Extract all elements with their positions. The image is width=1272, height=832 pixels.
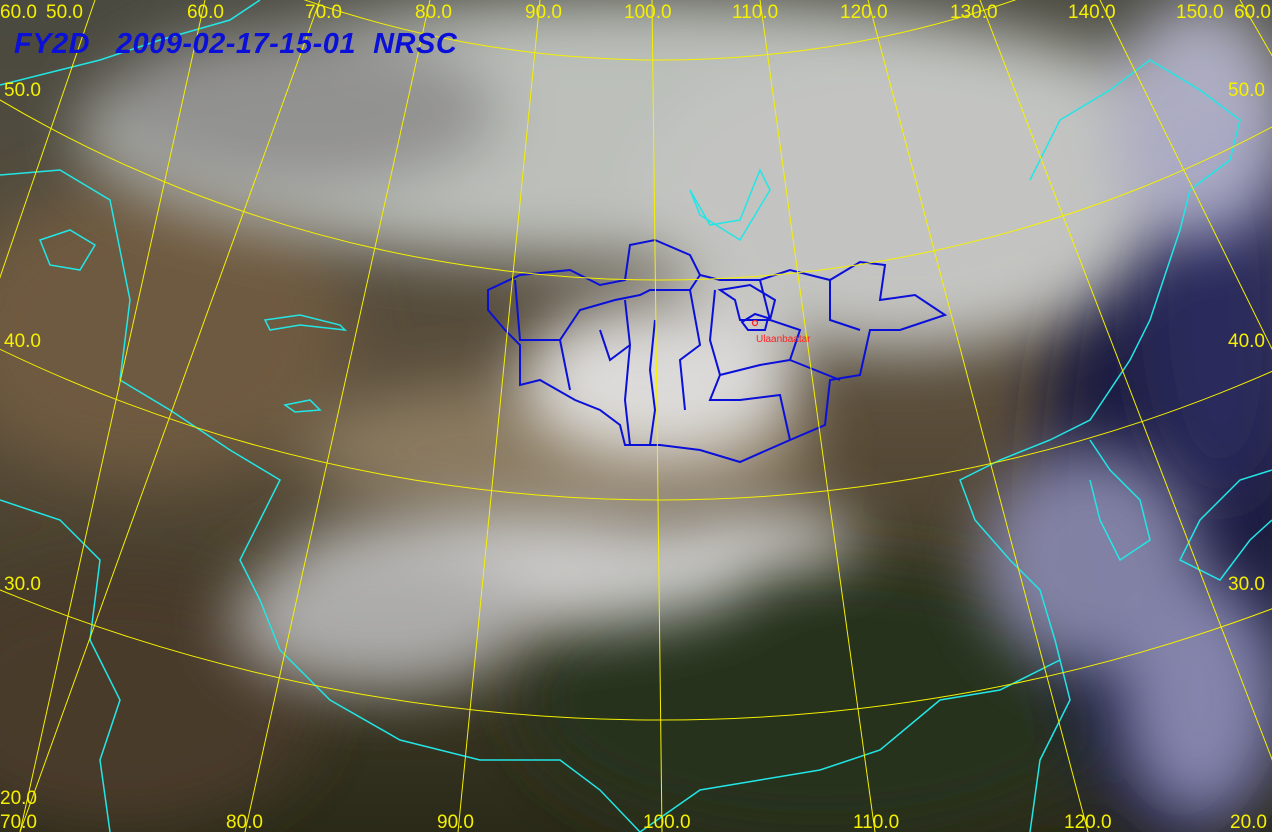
label-lon-top: 100.0: [624, 2, 672, 23]
coastline-japan: [1178, 469, 1272, 581]
longitude-line: [457, 0, 541, 832]
label-lon-bottom: 110.0: [853, 812, 899, 832]
issyk-kul: [283, 399, 322, 413]
latitude-line: [0, 348, 1272, 501]
city-marker-icon: [751, 319, 759, 327]
label-lon-top: 110.0: [732, 2, 778, 23]
agency-name: NRSC: [373, 28, 458, 60]
label-lon-top: 140.0: [1068, 2, 1116, 23]
label-lat-left: 40.0: [4, 331, 41, 352]
clouds: [80, 0, 1272, 820]
longitude-line: [867, 0, 1089, 832]
longitude-line: [651, 0, 663, 832]
label-lat-top-right: 60.0: [1234, 2, 1271, 23]
longitude-line: [19, 0, 321, 832]
longitude-line: [19, 0, 206, 832]
longitude-line: [1099, 0, 1272, 351]
label-lat-bottom-right: 20.0: [1230, 812, 1267, 832]
coastline-korea: [1089, 439, 1151, 562]
label-lon-top: 150.0: [1176, 2, 1224, 23]
label-lon-bottom: 70.0: [0, 812, 37, 832]
coastline-east-asia: [959, 59, 1241, 832]
lake-baikal: [689, 168, 771, 242]
label-lon-bottom: 90.0: [437, 812, 474, 832]
label-lon-top: 50.0: [46, 2, 83, 23]
province-lines: [514, 274, 861, 446]
ulaanbaatar-district: [740, 312, 770, 331]
label-lon-bottom: 120.0: [1064, 812, 1112, 832]
lake-balkhash: [263, 314, 348, 331]
image-datetime: 2009-02-17-15-01: [115, 28, 356, 60]
label-lat-right: 40.0: [1228, 331, 1265, 352]
label-lat-bottom-left: 20.0: [0, 788, 37, 809]
caspian-aral: [39, 229, 97, 271]
longitude-line: [759, 0, 876, 832]
label-lon-top: 130.0: [950, 2, 998, 23]
label-lon-bottom: 80.0: [226, 812, 263, 832]
border-central-asia: [0, 499, 121, 832]
latitude-line: [0, 99, 1272, 281]
label-lon-top: 70.0: [305, 2, 342, 23]
border-north: [0, 0, 261, 86]
image-title: FY2D 2009-02-17-15-01 NRSC: [14, 28, 457, 60]
satellite-name: FY2D: [14, 28, 91, 60]
latitude-line: [304, 0, 1016, 61]
label-lon-bottom: 100.0: [643, 812, 691, 832]
longitude-line: [979, 0, 1272, 761]
border-west: [0, 169, 641, 832]
label-lon-top: 120.0: [840, 2, 888, 23]
label-lat-right: 50.0: [1228, 80, 1265, 101]
city-label-ulaanbaatar: Ulaanbaatar: [756, 334, 811, 345]
longitude-line: [244, 0, 431, 832]
label-lon-top: 60.0: [187, 2, 224, 23]
label-lon-top: 90.0: [525, 2, 562, 23]
border-south-east: [639, 659, 1061, 832]
label-lat-top-left: 60.0: [0, 2, 37, 23]
longitude-line: [0, 0, 96, 279]
label-lon-top: 80.0: [415, 2, 452, 23]
label-lat-left: 50.0: [4, 80, 41, 101]
label-lat-right: 30.0: [1228, 574, 1265, 595]
label-lat-left: 30.0: [4, 574, 41, 595]
